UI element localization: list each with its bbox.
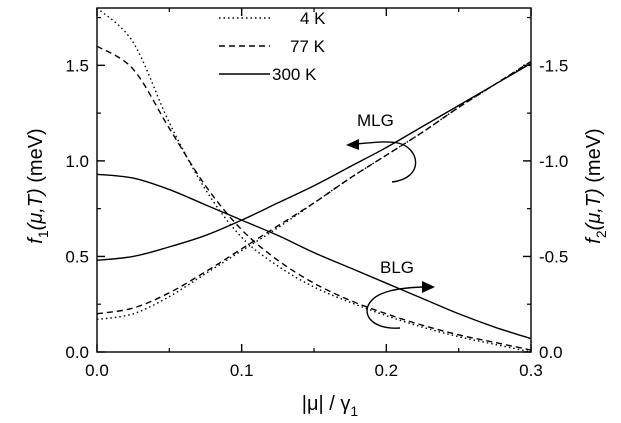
x-tick-label: 0.2: [375, 361, 399, 380]
y-right-tick-label: -1.0: [539, 152, 568, 171]
legend: 4 K 77 K 300 K: [219, 9, 326, 84]
y-left-tick-label: 1.5: [65, 56, 89, 75]
series-line-f2-77k: [96, 60, 532, 315]
x-tick-label: 0.3: [519, 361, 543, 380]
y-right-tick-label: -1.5: [539, 56, 568, 75]
series-line-f1-300k: [96, 173, 532, 340]
annotation-mlg: MLG: [346, 111, 417, 183]
annotation-blg-label: BLG: [380, 258, 414, 277]
series-line-f1-77k: [96, 45, 532, 351]
y-right-tick-label: 0.0: [539, 343, 563, 362]
x-axis-label: |μ| / γ1: [302, 393, 359, 419]
annotation-blg: BLG: [366, 258, 435, 329]
x-tick-label: 0.1: [230, 361, 254, 380]
legend-label-77k: 77 K: [290, 37, 326, 56]
annotation-blg-arrowhead: [422, 281, 435, 293]
y-axis-left-label: f1(μ,T) (meV): [25, 128, 51, 243]
ticks-layer: 0.0 0.1 0.2 0.30.00.51.01.50.0-0.5-1.0-1.5: [65, 8, 568, 380]
series-line-f2-4k: [96, 60, 532, 321]
y-left-tick-label: 1.0: [65, 152, 89, 171]
y-right-tick-label: -0.5: [539, 247, 568, 266]
annotation-mlg-curve: [355, 141, 417, 183]
series-line-f2-300k: [96, 62, 532, 261]
series-layer: [96, 7, 532, 353]
legend-label-4k: 4 K: [300, 9, 326, 28]
legend-label-300k: 300 K: [272, 65, 317, 84]
annotation-blg-curve: [366, 286, 424, 329]
x-tick-label: 0.0: [85, 361, 109, 380]
y-left-tick-label: 0.0: [65, 343, 89, 362]
annotation-mlg-label: MLG: [357, 111, 394, 130]
annotation-mlg-arrowhead: [346, 139, 359, 150]
y-left-tick-label: 0.5: [65, 247, 89, 266]
y-axis-right-label: f2(μ,T) (meV): [583, 128, 609, 243]
